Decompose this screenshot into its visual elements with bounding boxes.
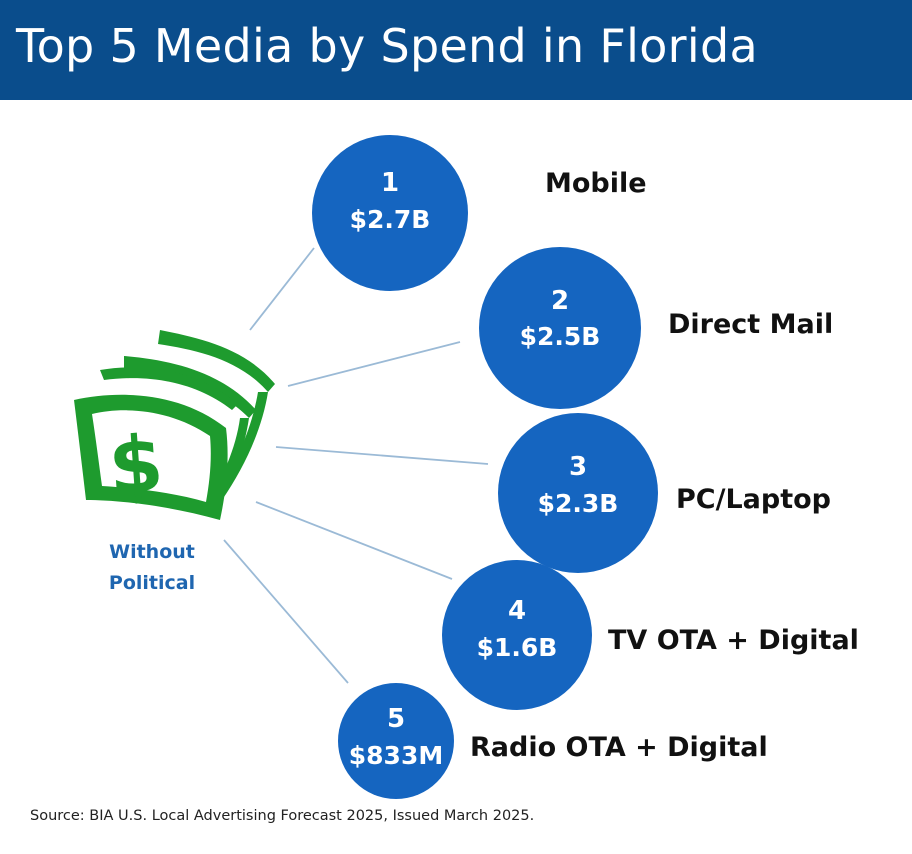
connector-lines (223, 247, 489, 684)
media-label-4: TV OTA + Digital (608, 625, 859, 656)
connector-line-4 (255, 501, 453, 580)
rank-item-2: 2 $2.5B Direct Mail (479, 247, 833, 409)
media-label-1: Mobile (545, 168, 647, 199)
rank-value-5: $833M (349, 741, 443, 770)
rank-number-5: 5 (387, 704, 405, 734)
page-title: Top 5 Media by Spend in Florida (16, 19, 758, 73)
rank-circle-4 (442, 560, 592, 710)
rank-item-1: 1 $2.7B Mobile (312, 135, 647, 291)
rank-circle-3 (498, 413, 658, 573)
rank-number-3: 3 (569, 452, 587, 482)
connector-line-2 (287, 341, 461, 387)
rank-number-1: 1 (381, 168, 399, 198)
rank-value-3: $2.3B (538, 489, 619, 518)
rank-item-5: 5 $833M Radio OTA + Digital (338, 683, 768, 799)
connector-line-1 (249, 247, 315, 331)
header-banner: Top 5 Media by Spend in Florida (0, 0, 912, 100)
rank-number-2: 2 (551, 286, 569, 316)
connector-line-5 (223, 539, 349, 684)
connector-line-3 (275, 446, 489, 465)
rank-circle-5 (338, 683, 454, 799)
media-label-3: PC/Laptop (676, 484, 831, 515)
rank-circle-2 (479, 247, 641, 409)
rank-item-3: 3 $2.3B PC/Laptop (498, 413, 831, 573)
rank-item-4: 4 $1.6B TV OTA + Digital (442, 560, 859, 710)
media-label-5: Radio OTA + Digital (470, 732, 768, 763)
money-stack-icon (74, 330, 275, 520)
rank-value-2: $2.5B (520, 322, 601, 351)
rank-value-4: $1.6B (477, 633, 558, 662)
media-label-2: Direct Mail (668, 309, 833, 340)
icon-caption-line2: Political (109, 572, 195, 594)
rank-number-4: 4 (508, 596, 526, 626)
dollar-sign-icon: $ (106, 419, 166, 513)
rank-circle-1 (312, 135, 468, 291)
rank-value-1: $2.7B (350, 205, 431, 234)
source-note: Source: BIA U.S. Local Advertising Forec… (30, 808, 535, 824)
icon-caption-line1: Without (109, 541, 195, 563)
